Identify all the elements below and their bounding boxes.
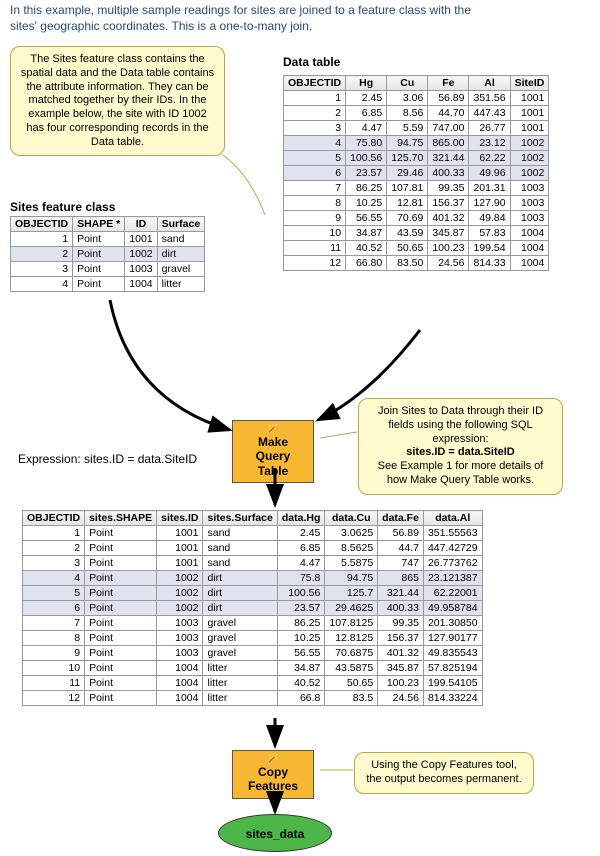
result-table: OBJECTIDsites.SHAPEsites.IDsites.Surface… <box>22 510 483 706</box>
callout-copy: Using the Copy Features tool, the output… <box>354 752 534 794</box>
wand-icon: 🪄 <box>239 755 307 765</box>
title-data: Data table <box>283 55 340 69</box>
output-node: sites_data <box>218 814 332 852</box>
tool2-label: Copy Features <box>248 765 298 793</box>
title-sites: Sites feature class <box>10 200 115 214</box>
sites-table: OBJECTIDSHAPE *IDSurface 1Point1001sand2… <box>10 216 205 292</box>
expression-text: Expression: sites.ID = data.SiteID <box>18 452 197 466</box>
wand-icon: 🪄 <box>239 425 307 435</box>
make-query-table-tool: 🪄 Make Query Table <box>232 420 314 483</box>
intro-text: In this example, multiple sample reading… <box>10 3 490 34</box>
tool1-label: Make Query Table <box>256 435 291 478</box>
callout-sql: Join Sites to Data through their ID fiel… <box>358 398 563 495</box>
callout-sites-desc: The Sites feature class contains the spa… <box>10 46 225 156</box>
data-table: OBJECTIDHgCuFeAlSiteID 12.453.0656.89351… <box>283 75 549 271</box>
copy-features-tool: 🪄 Copy Features <box>232 750 314 799</box>
